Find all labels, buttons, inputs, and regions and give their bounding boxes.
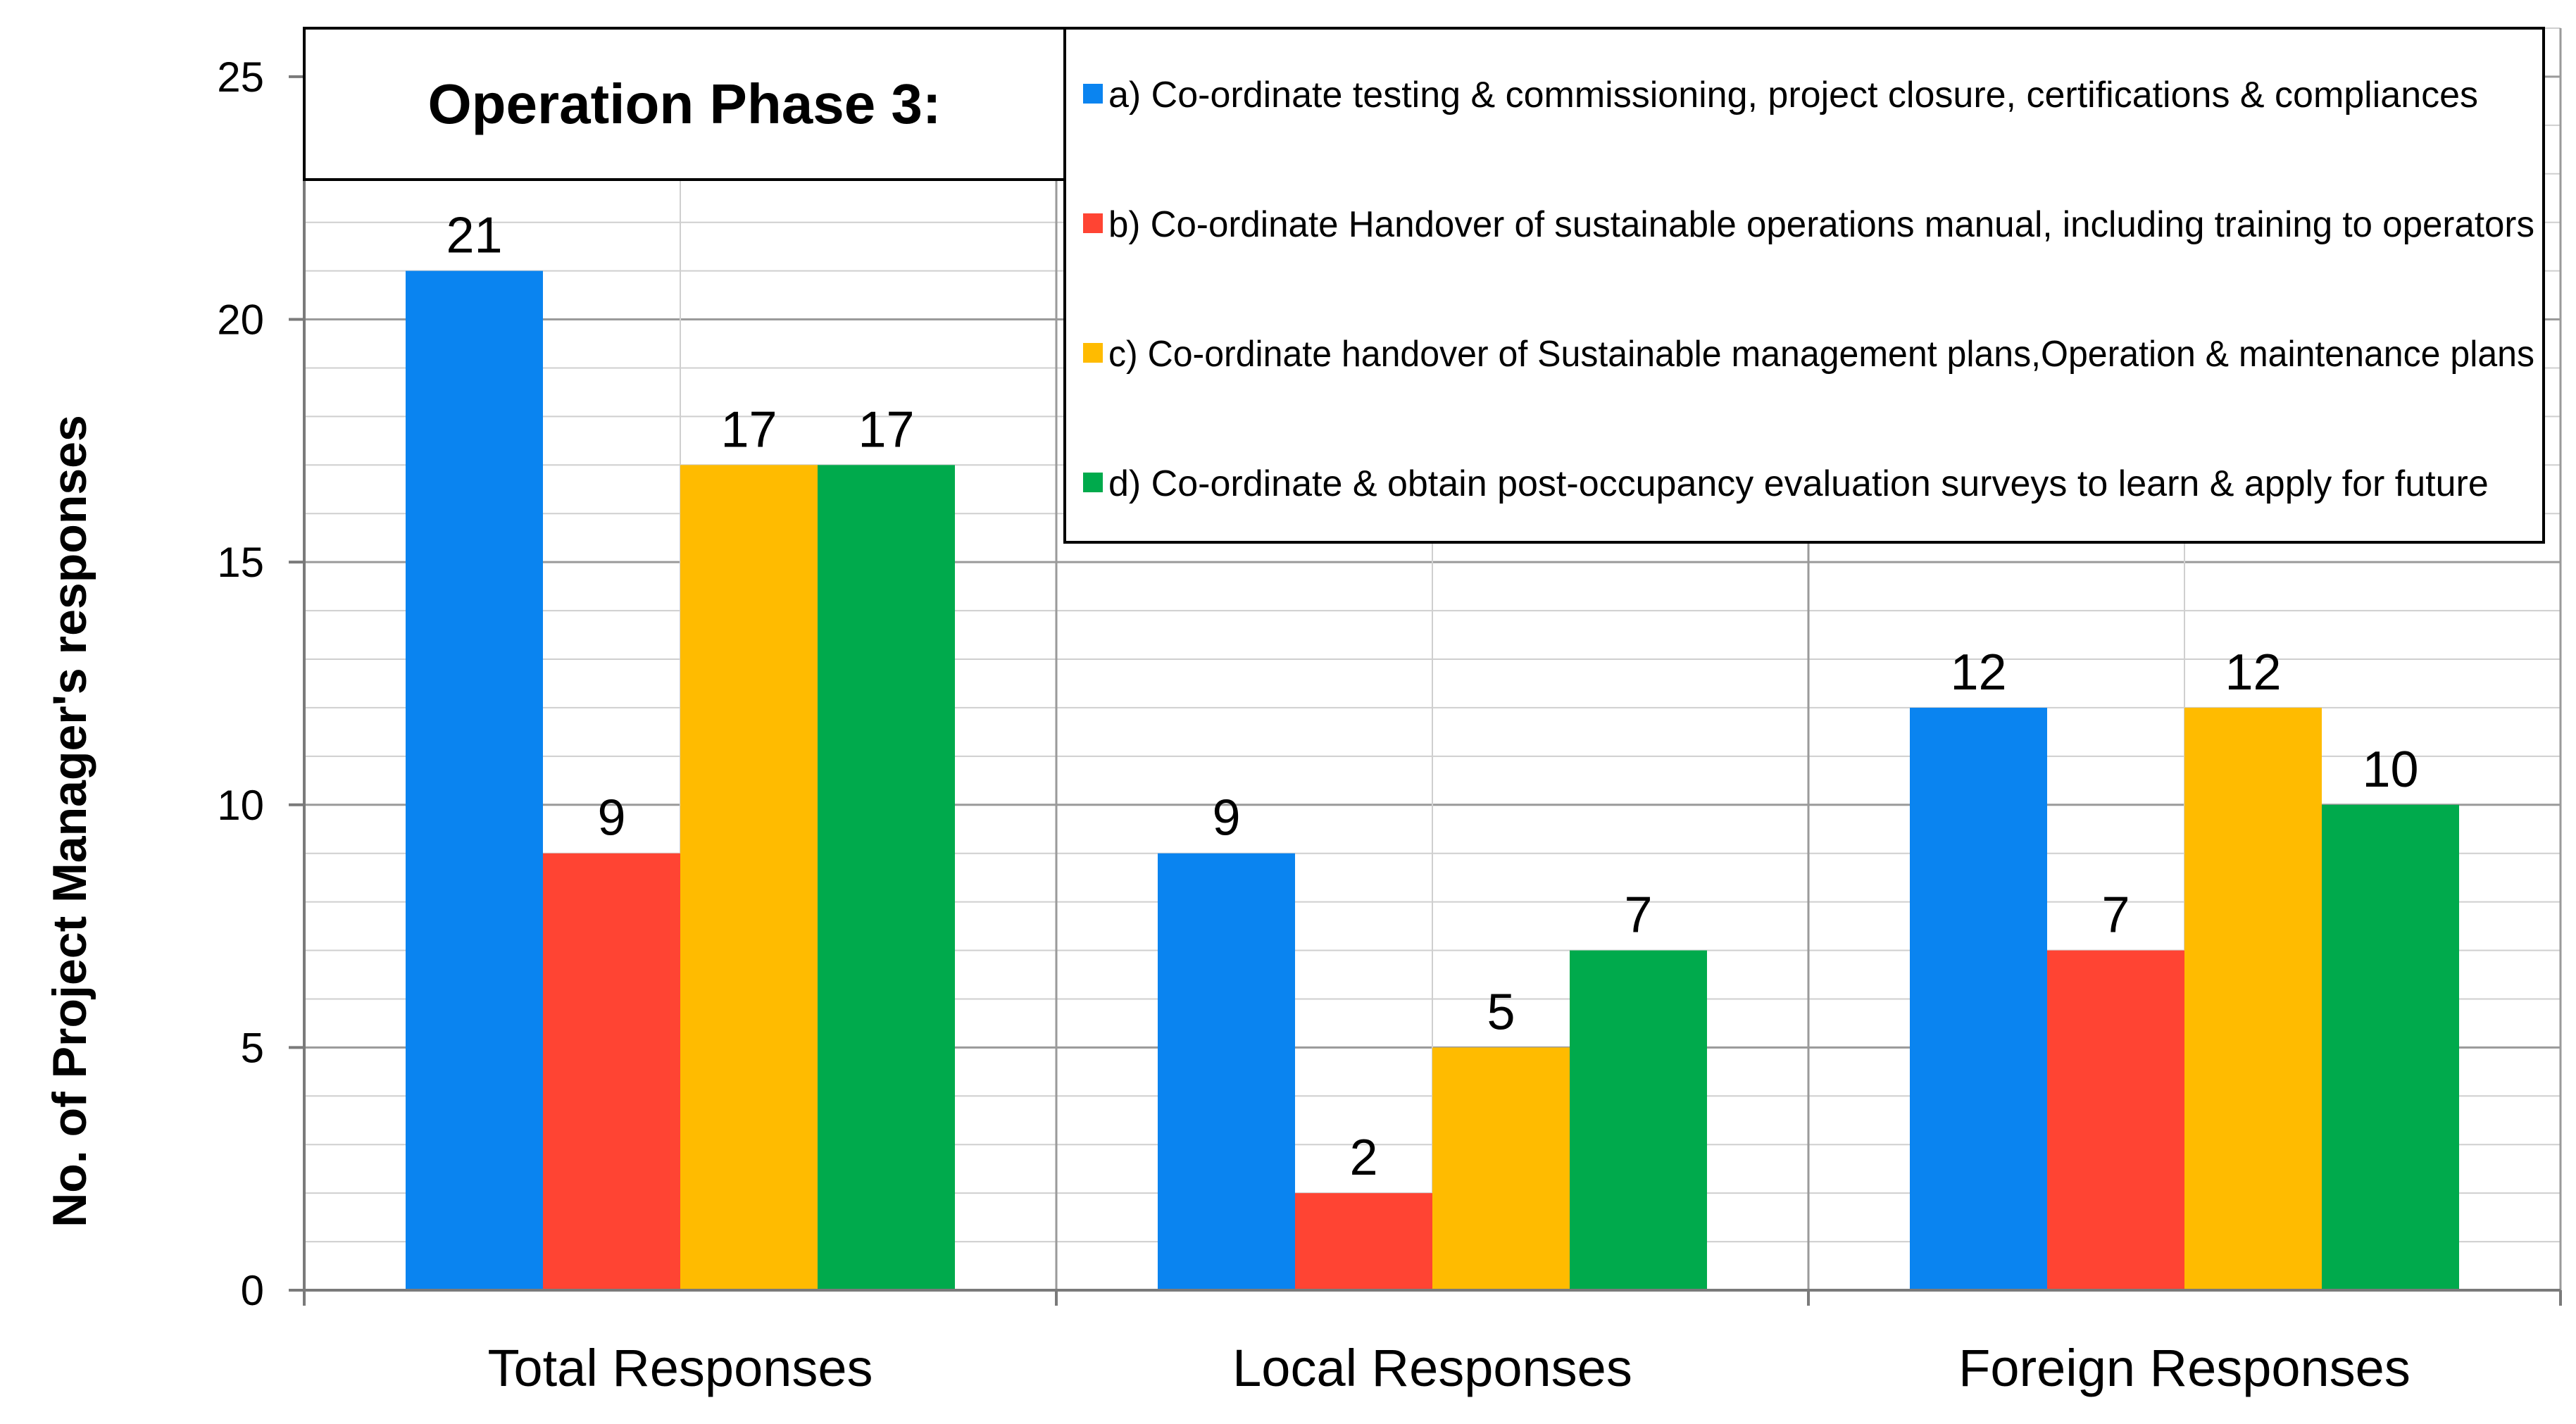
- data-label: 12: [1950, 644, 2006, 701]
- bar: [1158, 853, 1295, 1290]
- data-label: 5: [1487, 984, 1515, 1040]
- bar: [543, 853, 680, 1290]
- y-tick-label: 0: [241, 1267, 264, 1314]
- bar: [2184, 707, 2322, 1290]
- chart-title: Operation Phase 3:: [427, 73, 941, 135]
- data-labels: 21 9 17 17 9 2 5 7 12 7 12 10: [446, 208, 2418, 1187]
- y-tick-label: 25: [217, 54, 264, 101]
- bar: [680, 465, 818, 1291]
- bar: [1295, 1193, 1432, 1290]
- y-tick-label: 20: [217, 296, 264, 344]
- bar: [1432, 1047, 1570, 1290]
- bar: [2047, 950, 2184, 1290]
- data-label: 7: [2101, 887, 2130, 944]
- legend-label: c) Co-ordinate handover of Sustainable m…: [1108, 334, 2534, 375]
- axes: [289, 28, 2562, 1306]
- legend-label: a) Co-ordinate testing & commissioning, …: [1108, 75, 2478, 115]
- data-label: 21: [446, 208, 502, 264]
- data-label: 17: [720, 401, 777, 458]
- bar: [818, 465, 955, 1291]
- data-label: 9: [1212, 790, 1240, 847]
- bar: [406, 270, 543, 1291]
- legend-swatch: [1083, 473, 1103, 492]
- y-tick-label: 10: [217, 782, 264, 829]
- x-tick-label: Total Responses: [487, 1339, 873, 1397]
- bar: [2322, 804, 2459, 1290]
- data-label: 7: [1624, 887, 1652, 944]
- y-tick-labels: 0 5 10 15 20 25: [217, 54, 264, 1314]
- bars: [406, 270, 2459, 1291]
- bar: [1570, 950, 1707, 1290]
- x-tick-labels: Total Responses Local Responses Foreign Re…: [487, 1339, 2410, 1397]
- title-box: Operation Phase 3:: [303, 27, 1066, 181]
- legend-swatch: [1083, 84, 1103, 104]
- data-label: 9: [597, 790, 625, 847]
- y-tick-label: 15: [217, 539, 264, 586]
- legend-swatch: [1083, 343, 1103, 363]
- legend: a) Co-ordinate testing & commissioning, …: [1063, 27, 2545, 544]
- bar: [1910, 707, 2047, 1290]
- y-axis-label: No. of Project Manager's responses: [43, 415, 96, 1228]
- data-label: 10: [2362, 742, 2418, 798]
- data-label: 2: [1349, 1130, 1377, 1186]
- data-label: 17: [858, 401, 914, 458]
- x-tick-label: Local Responses: [1232, 1339, 1632, 1397]
- data-label: 12: [2225, 644, 2281, 701]
- y-tick-label: 5: [241, 1024, 264, 1071]
- legend-swatch: [1083, 213, 1103, 233]
- legend-label: d) Co-ordinate & obtain post-occupancy e…: [1108, 463, 2489, 504]
- x-tick-label: Foreign Responses: [1958, 1339, 2411, 1397]
- legend-label: b) Co-ordinate Handover of sustainable o…: [1108, 204, 2534, 245]
